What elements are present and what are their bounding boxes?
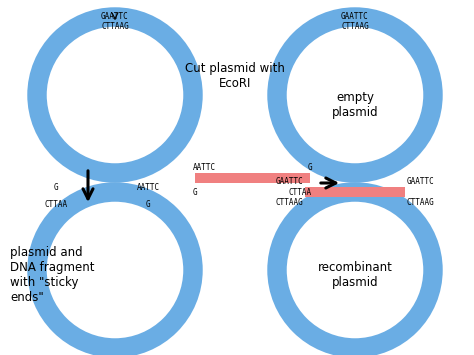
Text: AATTC: AATTC <box>193 163 216 172</box>
Text: AATTC: AATTC <box>137 183 160 192</box>
Text: GAATTC: GAATTC <box>275 177 303 186</box>
Text: CTTAA: CTTAA <box>45 200 68 209</box>
Text: G: G <box>54 183 58 192</box>
Text: CTTAA: CTTAA <box>289 188 312 197</box>
Text: plasmid and
DNA fragment
with "sticky
ends": plasmid and DNA fragment with "sticky en… <box>10 246 94 304</box>
Bar <box>195 173 310 183</box>
Text: GAATTC: GAATTC <box>407 177 435 186</box>
Bar <box>305 187 405 197</box>
Text: GAATTC
CTTAAG: GAATTC CTTAAG <box>341 12 369 31</box>
Text: GAATTC
CTTAAG: GAATTC CTTAAG <box>101 12 129 31</box>
Text: CTTAAG: CTTAAG <box>407 198 435 207</box>
Text: G: G <box>307 163 312 172</box>
Text: recombinant
plasmid: recombinant plasmid <box>318 261 392 289</box>
Text: empty
plasmid: empty plasmid <box>332 91 378 119</box>
Text: Cut plasmid with
EcoRI: Cut plasmid with EcoRI <box>185 62 285 90</box>
Text: CTTAAG: CTTAAG <box>275 198 303 207</box>
Text: G: G <box>193 188 198 197</box>
Text: G: G <box>146 200 150 209</box>
